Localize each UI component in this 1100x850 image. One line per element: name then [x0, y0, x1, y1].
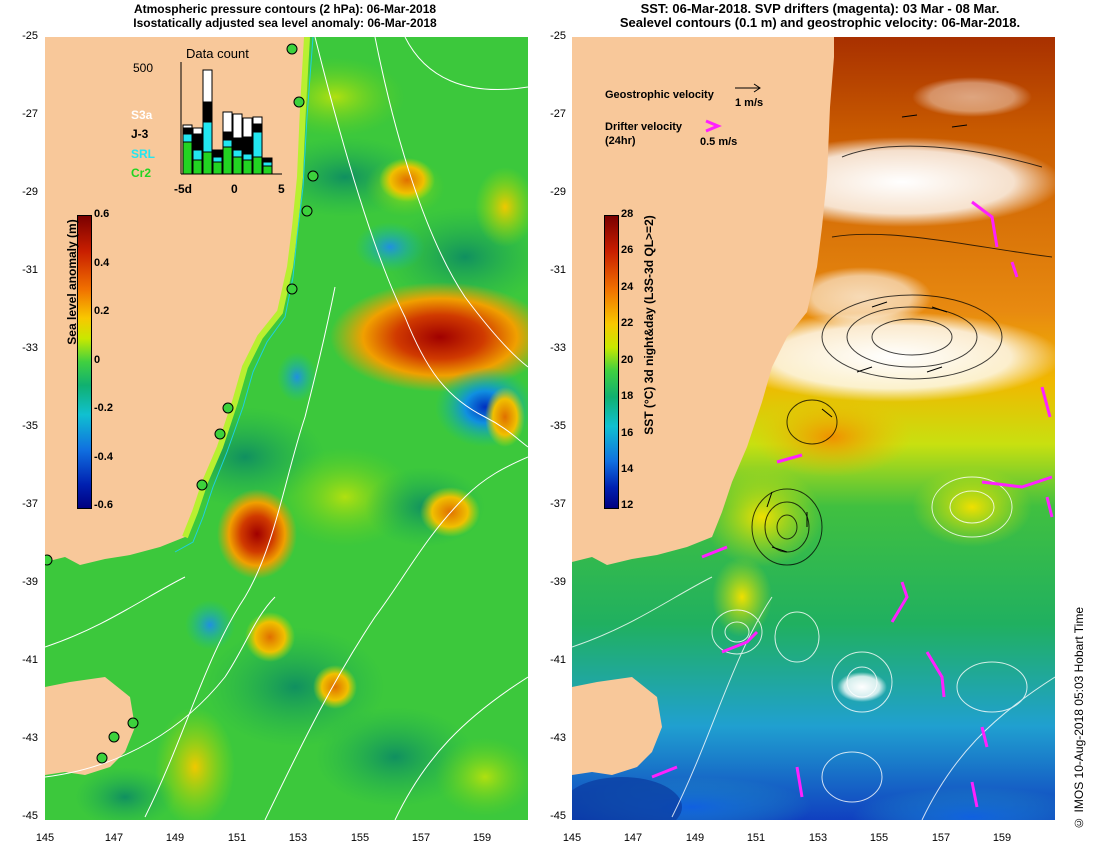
sst-cbar-tick: 24	[621, 281, 634, 293]
data-count-xtick: 5	[278, 182, 285, 196]
right-x-tick: 155	[869, 832, 889, 844]
geostrophic-arrow-icon	[735, 83, 761, 93]
right-x-tick: 151	[746, 832, 766, 844]
sea-level-cbar-tick: 0.4	[94, 257, 110, 269]
sst-colorbar-label: SST (°C) 3d night&day (L3S-3d QL>=2)	[642, 215, 656, 435]
left-y-tick: -31	[22, 264, 38, 276]
sst-cbar-tick: 28	[621, 208, 634, 220]
legend-cr2: Cr2	[131, 166, 152, 180]
sst-cbar-tick: 14	[621, 463, 634, 475]
right-x-tick: 153	[808, 832, 828, 844]
sea-level-cbar-tick: -0.6	[94, 499, 113, 511]
right-y-tick: -35	[550, 420, 566, 432]
left-y-tick: -33	[22, 342, 38, 354]
right-x-tick: 145	[562, 832, 582, 844]
sea-level-cbar-tick: 0.2	[94, 305, 110, 317]
data-count-bars	[180, 62, 282, 175]
data-count-xtick: 0	[231, 182, 238, 196]
sea-level-cbar-tick: -0.2	[94, 402, 113, 414]
right-title: SST: 06-Mar-2018. SVP drifters (magenta)…	[560, 2, 1080, 30]
right-title-line2: Sealevel contours (0.1 m) and geostrophi…	[619, 15, 1021, 30]
left-x-tick: 159	[472, 832, 492, 844]
right-y-tick: -25	[550, 30, 566, 42]
right-y-tick: -45	[550, 810, 566, 822]
left-y-tick: -29	[22, 186, 38, 198]
sea-level-map[interactable]	[45, 37, 528, 820]
left-x-tick: 149	[165, 832, 185, 844]
legend-srl: SRL	[131, 147, 155, 161]
left-y-tick: -41	[22, 654, 38, 666]
sea-level-cbar-tick: -0.4	[94, 451, 113, 463]
right-title-line1: SST: 06-Mar-2018. SVP drifters (magenta)…	[640, 1, 1000, 16]
left-y-tick: -25	[22, 30, 38, 42]
left-y-tick: -39	[22, 576, 38, 588]
sst-cbar-tick: 12	[621, 499, 634, 511]
legend-j3: J-3	[131, 127, 149, 141]
right-x-tick: 159	[992, 832, 1012, 844]
right-y-tick: -31	[550, 264, 566, 276]
left-title: Atmospheric pressure contours (2 hPa): 0…	[80, 2, 490, 30]
left-y-tick: -45	[22, 810, 38, 822]
left-y-tick: -37	[22, 498, 38, 510]
left-x-tick: 153	[288, 832, 308, 844]
sea-level-map-graphic	[45, 37, 528, 820]
left-y-tick: -35	[22, 420, 38, 432]
right-y-tick: -27	[550, 108, 566, 120]
sst-map[interactable]	[572, 37, 1055, 820]
right-y-tick: -37	[550, 498, 566, 510]
credit-text: © IMOS 10-Aug-2018 05:03 Hobart Time	[1072, 607, 1086, 830]
left-x-tick: 145	[35, 832, 55, 844]
sea-level-colorbar	[77, 215, 92, 509]
sst-colorbar	[604, 215, 619, 509]
drifter-scale: 0.5 m/s	[700, 136, 738, 148]
left-y-tick: -43	[22, 732, 38, 744]
right-x-tick: 147	[623, 832, 643, 844]
drifter-velocity-sub: (24hr)	[605, 135, 636, 147]
right-x-tick: 157	[931, 832, 951, 844]
left-x-tick: 157	[411, 832, 431, 844]
drifter-arrow-icon	[705, 119, 722, 133]
sst-cbar-tick: 20	[621, 354, 634, 366]
left-title-line2: Isostatically adjusted sea level anomaly…	[133, 16, 437, 30]
sst-cbar-tick: 18	[621, 390, 634, 402]
right-y-tick: -29	[550, 186, 566, 198]
right-x-tick: 149	[685, 832, 705, 844]
drifter-velocity-label: Drifter velocity	[605, 121, 683, 133]
sea-level-cbar-tick: 0.6	[94, 208, 110, 220]
left-x-tick: 155	[350, 832, 370, 844]
data-count-ymax: 500	[133, 61, 154, 75]
geostrophic-scale: 1 m/s	[735, 97, 764, 109]
sst-cbar-tick: 26	[621, 244, 634, 256]
right-y-tick: -39	[550, 576, 566, 588]
right-y-tick: -33	[550, 342, 566, 354]
left-y-tick: -27	[22, 108, 38, 120]
left-x-tick: 147	[104, 832, 124, 844]
left-title-line1: Atmospheric pressure contours (2 hPa): 0…	[133, 2, 437, 16]
sst-cbar-tick: 22	[621, 317, 634, 329]
sst-cbar-tick: 16	[621, 427, 634, 439]
sea-level-cbar-tick: 0	[94, 354, 101, 366]
geostrophic-velocity-label: Geostrophic velocity	[605, 89, 714, 101]
sst-map-graphic	[572, 37, 1055, 820]
left-x-tick: 151	[227, 832, 247, 844]
right-y-tick: -41	[550, 654, 566, 666]
data-count-xtick: -5d	[174, 182, 192, 196]
legend-s3a: S3a	[131, 108, 153, 122]
data-count-title: Data count	[186, 46, 249, 61]
sea-level-colorbar-label: Sea level anomaly (m)	[65, 219, 79, 345]
right-y-tick: -43	[550, 732, 566, 744]
